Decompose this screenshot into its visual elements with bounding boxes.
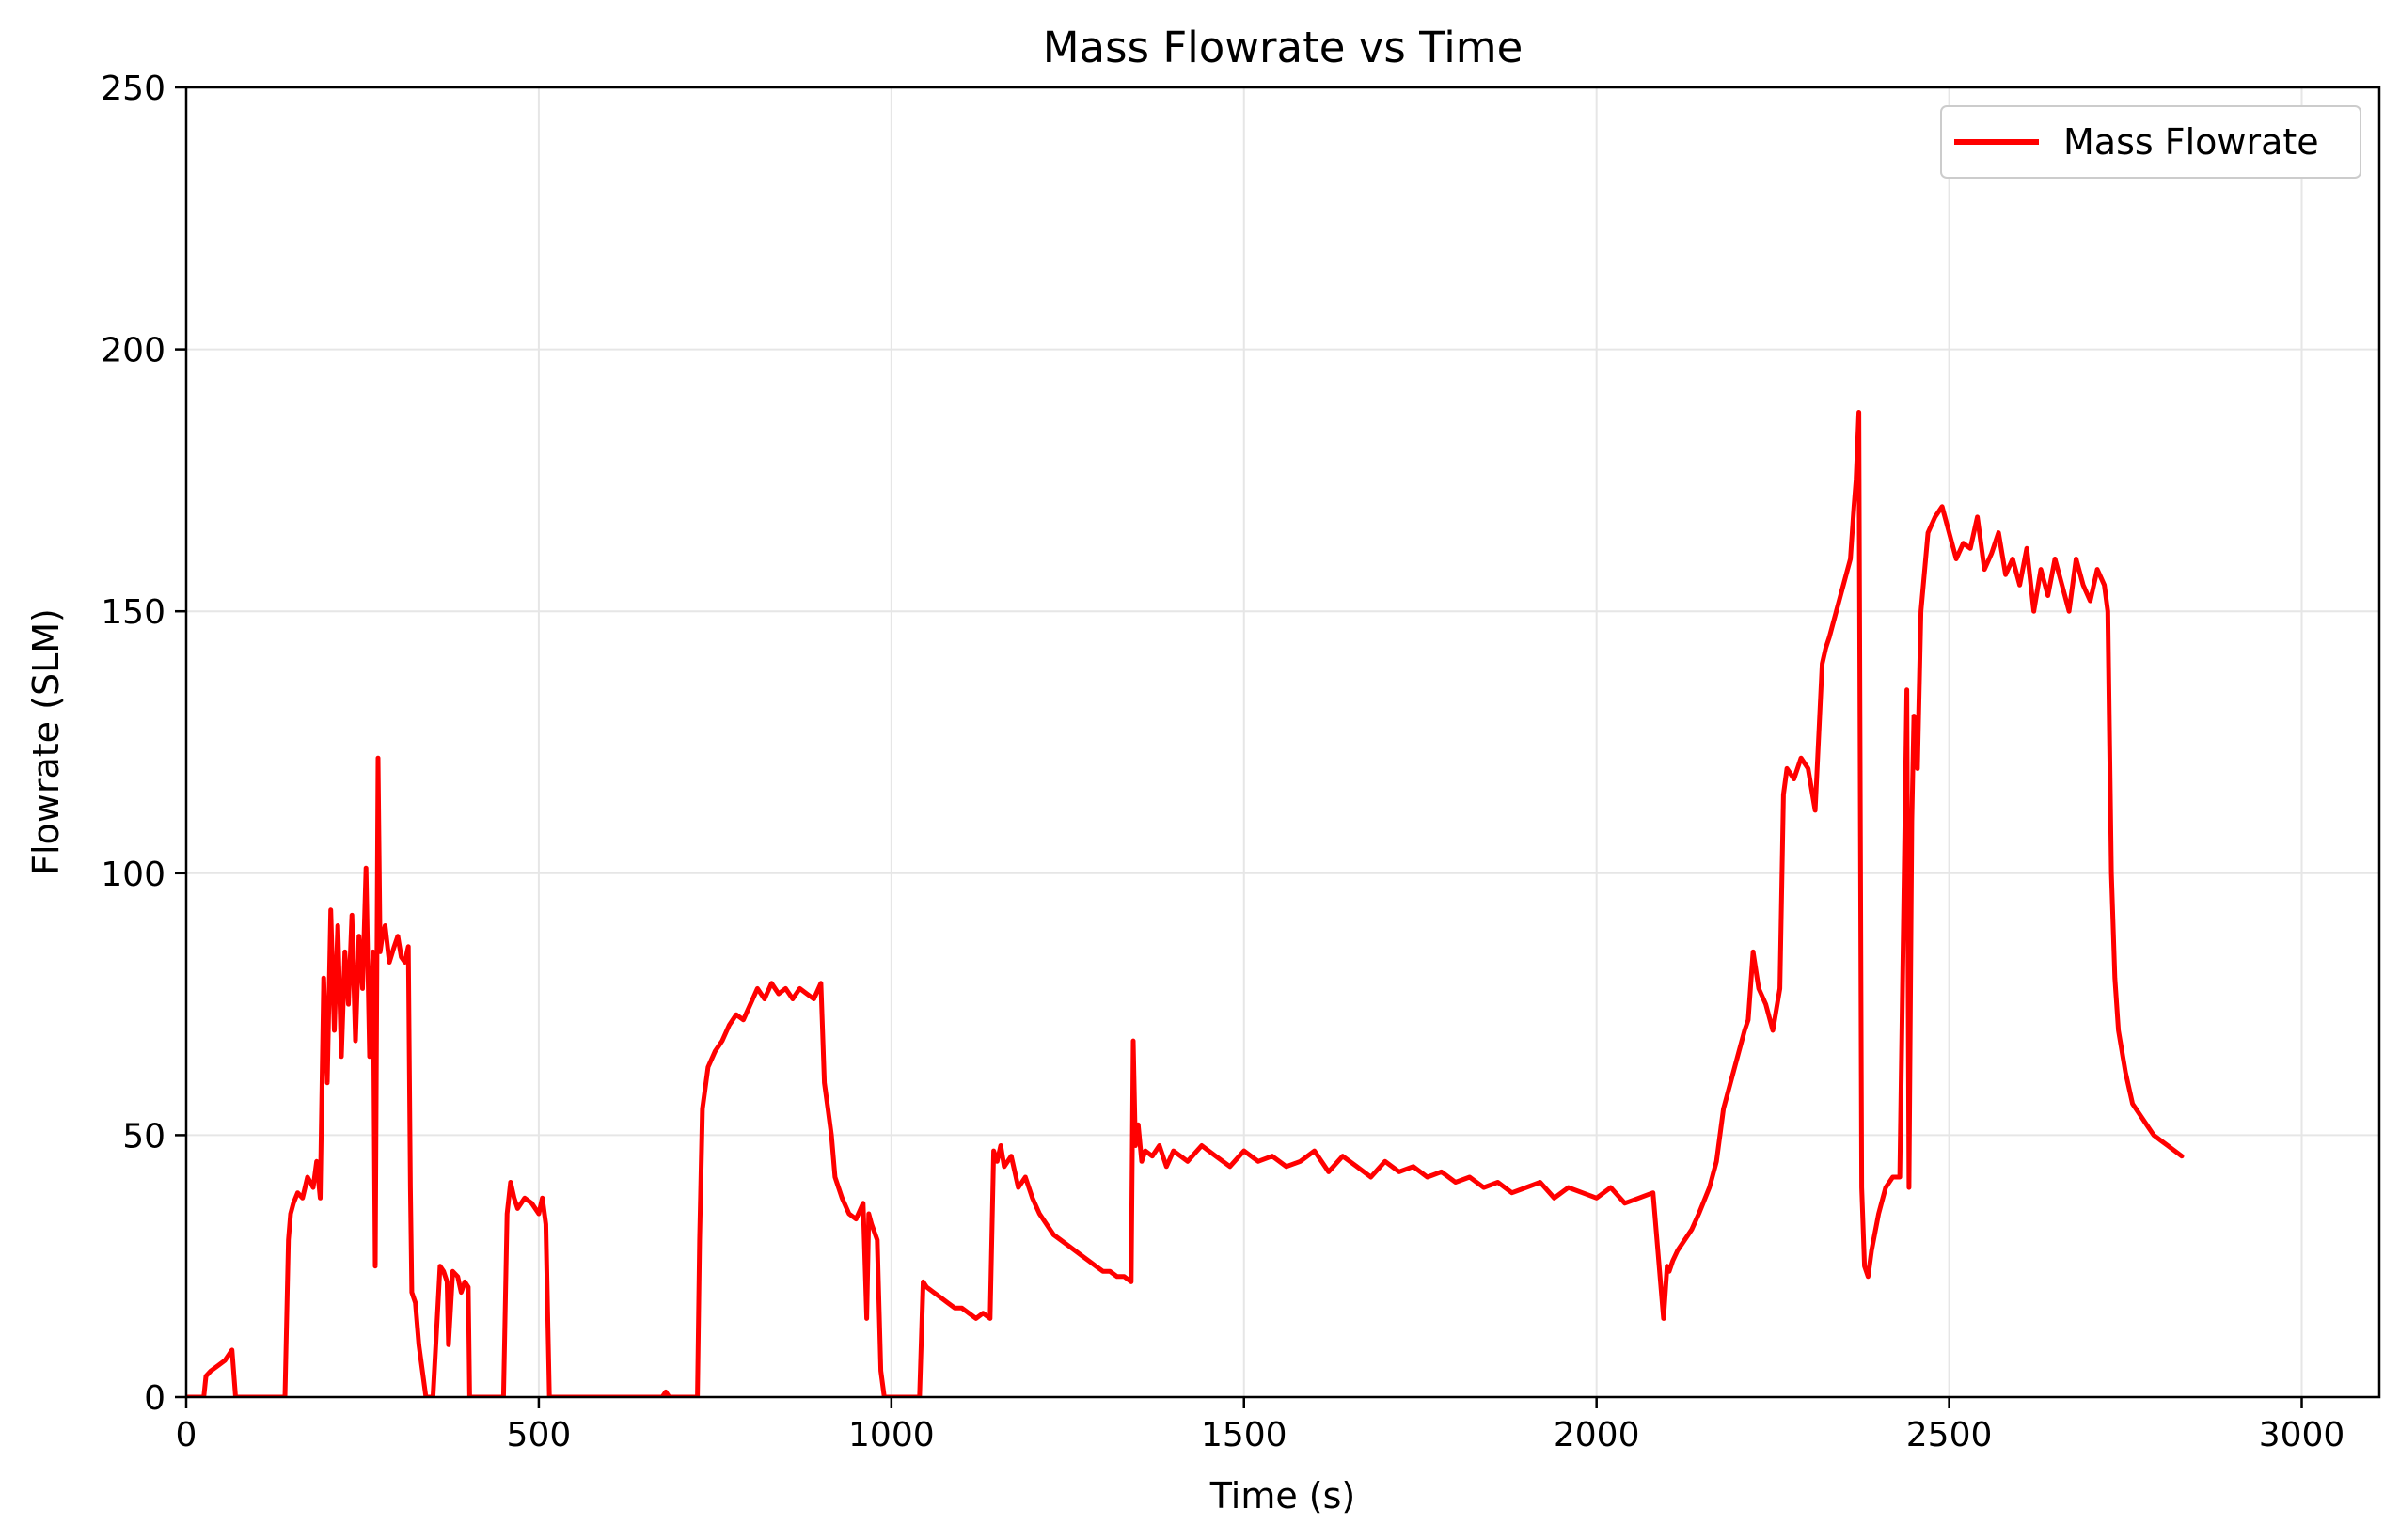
x-tick-label: 0: [176, 1416, 197, 1454]
y-tick-label: 0: [144, 1379, 166, 1418]
x-tick-label: 1500: [1201, 1416, 1287, 1454]
x-tick-label: 1000: [848, 1416, 935, 1454]
x-tick-label: 2000: [1554, 1416, 1640, 1454]
y-axis-ticks: 0 50 100 150 200 250: [101, 70, 186, 1418]
x-tick-label: 500: [507, 1416, 572, 1454]
x-tick-label: 2500: [1906, 1416, 1993, 1454]
legend-box: [1940, 105, 2361, 179]
legend: Mass Flowrate: [1940, 105, 2361, 179]
y-tick-label: 150: [101, 593, 166, 632]
y-axis-label: Flowrate (SLM): [25, 608, 67, 875]
x-axis-label: Time (s): [1209, 1475, 1356, 1516]
x-tick-label: 3000: [2259, 1416, 2345, 1454]
x-axis-ticks: 0 500 1000 1500 2000 2500 3000: [176, 1397, 2345, 1454]
y-tick-label: 250: [101, 70, 166, 108]
legend-label: Mass Flowrate: [2063, 121, 2319, 163]
axes-frame: [184, 86, 2381, 1399]
series-line-mass-flowrate: [186, 410, 2185, 1397]
chart-title: Mass Flowrate vs Time: [1043, 23, 1524, 72]
y-tick-label: 50: [122, 1117, 166, 1155]
plot-area: [186, 410, 2185, 1397]
y-tick-label: 200: [101, 332, 166, 370]
series-layer: [186, 410, 2185, 1397]
y-tick-label: 100: [101, 856, 166, 894]
